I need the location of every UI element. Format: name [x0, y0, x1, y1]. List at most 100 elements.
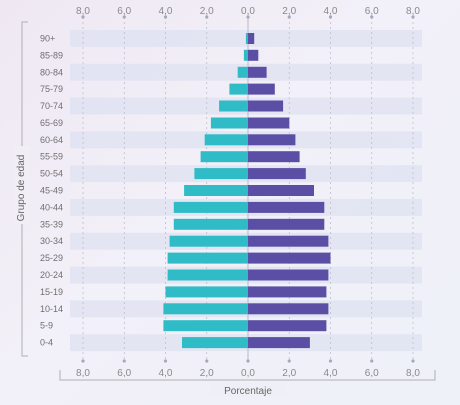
x-tick-label-top: 2,0	[200, 6, 214, 17]
bar-left	[243, 49, 248, 61]
tick-dot	[328, 359, 333, 363]
bar-right	[248, 117, 290, 129]
bar-left	[182, 337, 248, 349]
tick-dot	[163, 15, 168, 19]
bar-left	[200, 151, 248, 163]
x-tick-label-bottom: 0,0	[241, 368, 255, 379]
x-tick-label-top: 6,0	[117, 6, 131, 17]
category-label: 65-69	[40, 118, 63, 128]
x-tick-label-top: 8,0	[76, 6, 90, 17]
x-axis-bracket	[59, 370, 436, 381]
bar-right	[248, 303, 329, 315]
tick-dot	[287, 15, 291, 19]
bar-right	[248, 252, 331, 264]
category-label: 60-64	[40, 135, 63, 145]
tick-dot	[122, 15, 126, 19]
tick-dot	[205, 15, 209, 19]
y-axis-title-bg	[14, 146, 30, 224]
bar-right	[248, 66, 267, 78]
bar-right	[248, 134, 296, 146]
tick-dot	[163, 359, 168, 363]
tick-dot	[122, 359, 126, 363]
tick-dot	[205, 359, 209, 363]
bar-right	[248, 320, 327, 332]
bar-left	[229, 83, 248, 95]
category-label: 70-74	[40, 101, 63, 111]
category-label: 15-19	[40, 287, 63, 297]
bar-right	[248, 286, 327, 298]
category-labels: 90+ 85-89 80-84 75-79 70-74 65-69 60-64 55-59 50…	[40, 34, 63, 348]
tick-dot	[246, 359, 250, 363]
x-tick-label-top: 4,0	[159, 6, 173, 17]
bar-right	[248, 33, 255, 44]
category-label: 85-89	[40, 50, 63, 60]
bar-right	[248, 235, 329, 247]
bar-right	[248, 185, 314, 196]
x-tick-label-bottom: 8,0	[76, 368, 90, 379]
tick-dot	[328, 15, 333, 19]
bar-left	[210, 117, 248, 129]
x-tick-label-top: 8,0	[406, 6, 420, 17]
bar-right	[248, 100, 284, 112]
bar-right	[248, 201, 325, 213]
x-tick-label-bottom: 6,0	[365, 368, 379, 379]
x-tick-label-bottom: 4,0	[159, 368, 173, 379]
category-label: 75-79	[40, 84, 63, 94]
bar-left	[173, 218, 249, 230]
bar-left	[184, 185, 248, 196]
category-label: 80-84	[40, 67, 63, 77]
bar-left	[204, 134, 248, 146]
tick-dot	[370, 15, 374, 19]
x-tick-label-bottom: 6,0	[117, 368, 131, 379]
bar-left	[163, 320, 248, 332]
category-label: 90+	[40, 34, 55, 44]
x-tick-label-top: 4,0	[324, 6, 338, 17]
x-tick-label-bottom: 2,0	[200, 368, 214, 379]
category-label: 45-49	[40, 186, 63, 196]
x-tick-label-bottom: 2,0	[282, 368, 296, 379]
tick-dot	[411, 359, 415, 363]
x-tick-label-bottom: 8,0	[406, 368, 420, 379]
tick-dot	[246, 15, 250, 19]
y-axis-title: Grupo de edad	[16, 155, 27, 222]
top-tick-labels: 8,0 6,0 4,0 2,0 0,0 2,0 4,0 6,0 8,0	[76, 6, 420, 17]
tick-dot	[81, 359, 85, 363]
x-axis-title: Porcentaje	[224, 386, 272, 397]
category-label: 10-14	[40, 304, 63, 314]
bar-left	[245, 33, 248, 44]
bar-left	[219, 100, 248, 112]
category-label: 20-24	[40, 270, 63, 280]
bar-left	[237, 66, 248, 78]
bar-right	[248, 49, 259, 61]
category-label: 30-34	[40, 236, 63, 246]
bar-right	[248, 151, 300, 163]
x-axis-title-bg	[210, 383, 286, 397]
tick-dot	[370, 359, 374, 363]
category-label: 5-9	[40, 321, 53, 331]
bars	[163, 33, 331, 349]
category-label: 40-44	[40, 202, 63, 212]
x-tick-label-bottom: 4,0	[324, 368, 338, 379]
category-label: 25-29	[40, 253, 63, 263]
bar-left	[167, 269, 248, 281]
bar-right	[248, 337, 310, 349]
tick-dot	[411, 15, 415, 19]
bar-left	[169, 235, 248, 247]
bar-left	[173, 201, 249, 213]
category-label: 50-54	[40, 169, 63, 179]
tick-dot	[81, 15, 85, 19]
bar-left	[163, 303, 248, 315]
bar-right	[248, 83, 275, 95]
category-label: 35-39	[40, 219, 63, 229]
x-tick-label-top: 0,0	[241, 6, 255, 17]
bar-left	[165, 286, 248, 298]
bar-right	[248, 269, 329, 281]
x-tick-label-top: 2,0	[282, 6, 296, 17]
x-tick-label-top: 6,0	[365, 6, 379, 17]
bar-left	[194, 168, 248, 180]
category-label: 0-4	[40, 338, 53, 348]
bar-left	[167, 252, 248, 264]
bar-right	[248, 218, 325, 230]
category-label: 55-59	[40, 152, 63, 162]
